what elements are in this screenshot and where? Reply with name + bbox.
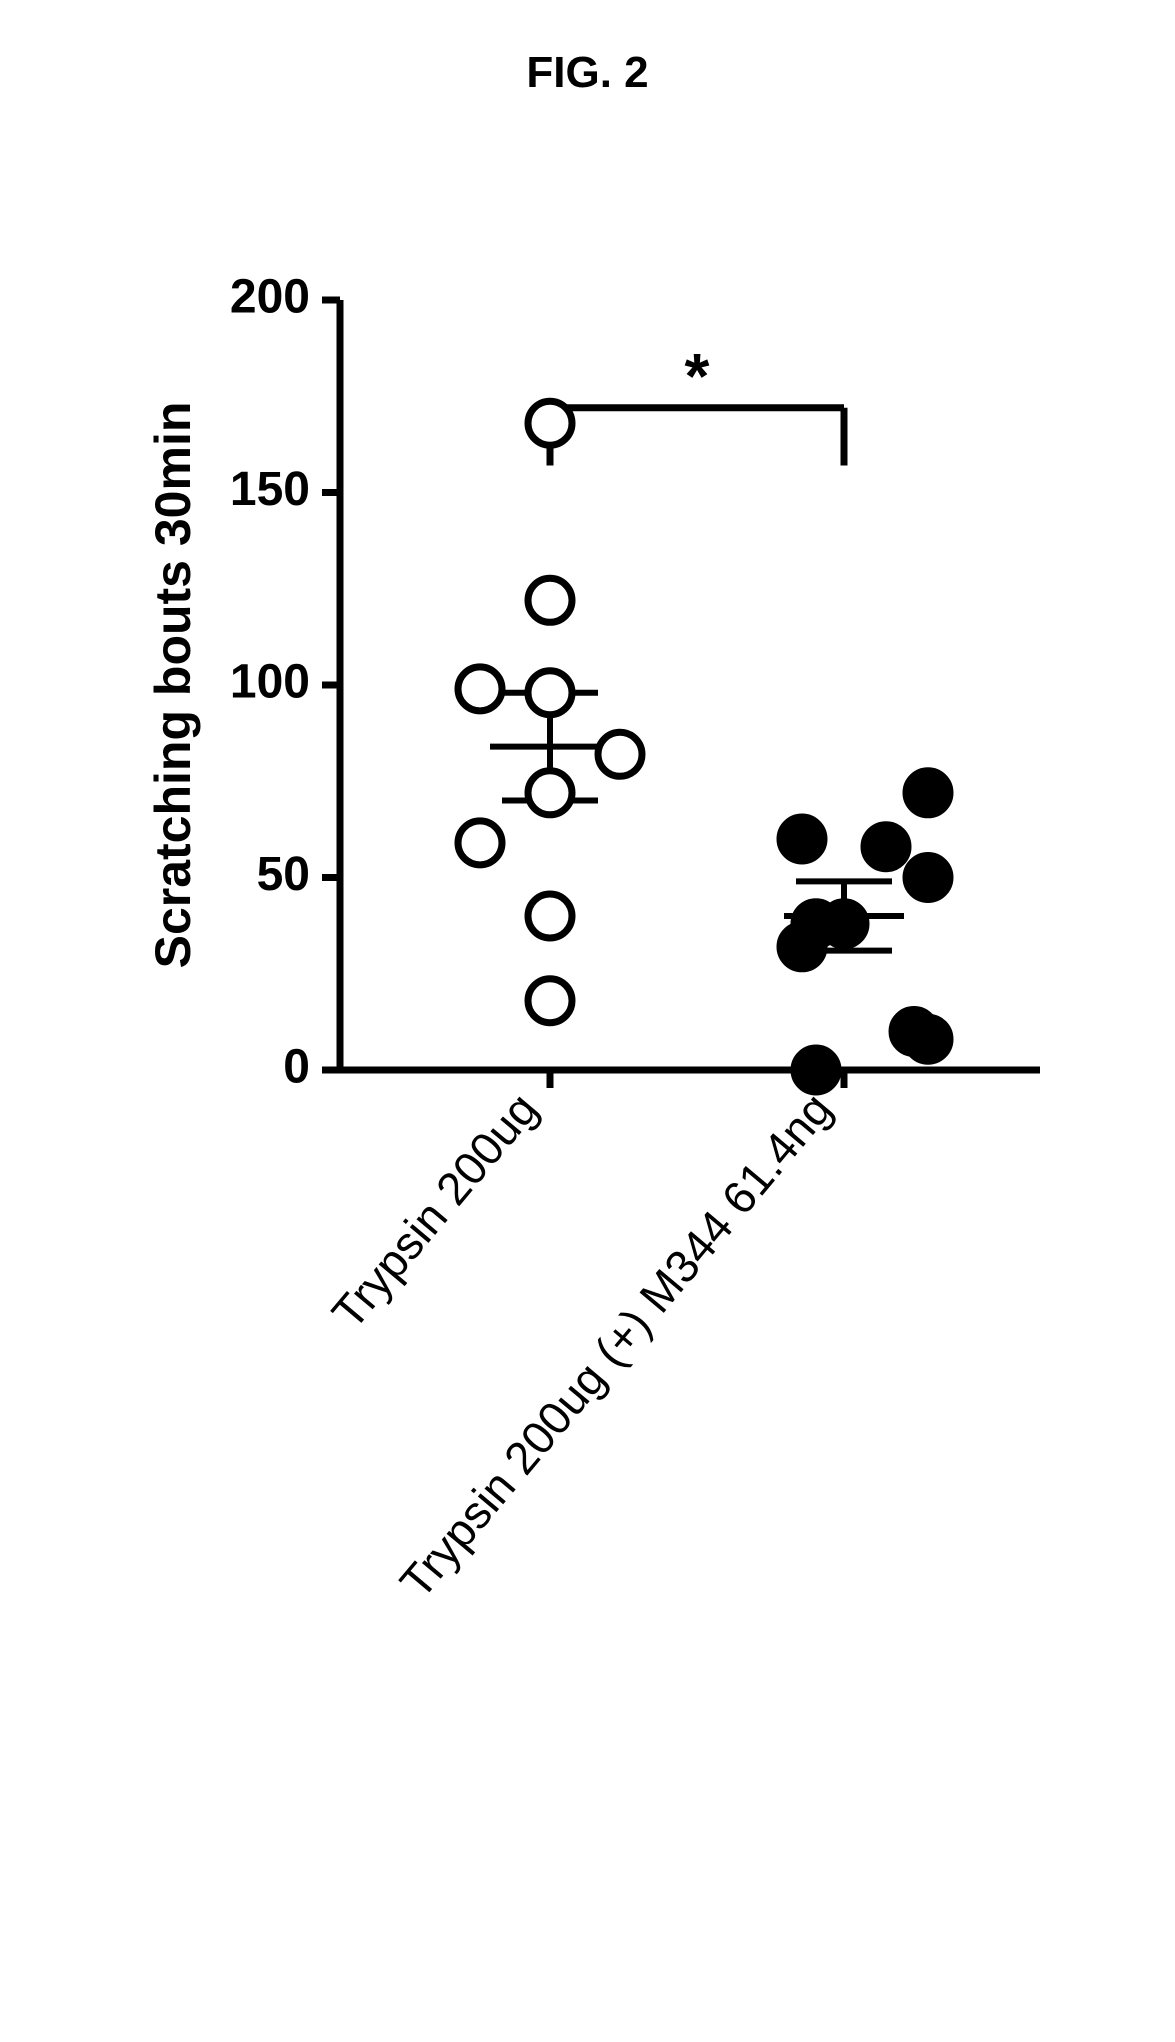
data-point [598, 732, 642, 776]
data-point [528, 894, 572, 938]
data-point [780, 925, 824, 969]
significance-marker: * [685, 340, 710, 412]
data-point [864, 825, 908, 869]
data-point [906, 771, 950, 815]
ytick-label: 200 [230, 271, 310, 324]
figure-title: FIG. 2 [0, 48, 1175, 98]
data-point [822, 902, 866, 946]
ytick-label: 150 [230, 463, 310, 516]
data-point [458, 667, 502, 711]
ytick-label: 100 [230, 656, 310, 709]
data-point [528, 671, 572, 715]
data-point [528, 401, 572, 445]
y-axis-label: Scratching bouts 30min [145, 402, 201, 969]
ytick-label: 0 [283, 1041, 310, 1094]
data-point [528, 578, 572, 622]
scatter-chart: 050100150200Scratching bouts 30minTrypsi… [120, 240, 1060, 2000]
data-point [906, 1017, 950, 1061]
data-point [780, 817, 824, 861]
data-point [528, 771, 572, 815]
data-point [906, 856, 950, 900]
data-point [794, 1048, 838, 1092]
data-point [458, 821, 502, 865]
data-point [528, 979, 572, 1023]
ytick-label: 50 [257, 848, 310, 901]
chart-svg: 050100150200Scratching bouts 30minTrypsi… [120, 240, 1060, 2000]
